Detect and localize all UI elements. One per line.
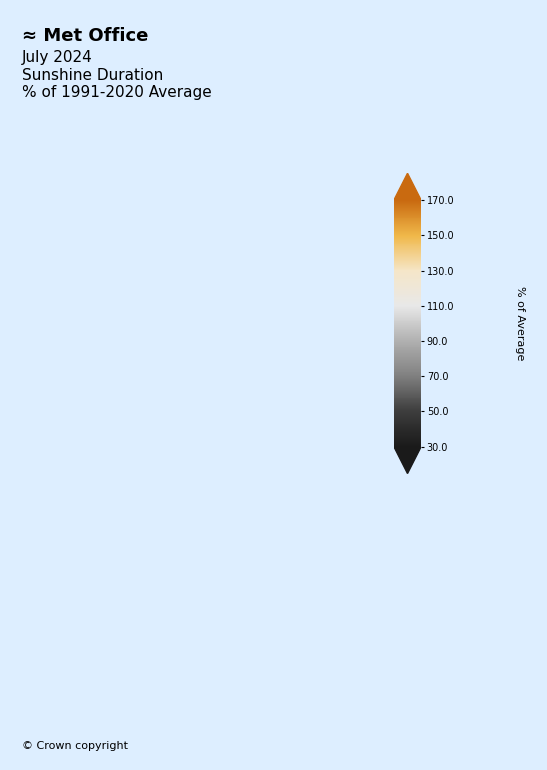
Polygon shape bbox=[394, 447, 421, 474]
Text: % of 1991-2020 Average: % of 1991-2020 Average bbox=[22, 85, 212, 100]
Text: Sunshine Duration: Sunshine Duration bbox=[22, 68, 163, 82]
Text: ≈ Met Office: ≈ Met Office bbox=[22, 27, 148, 45]
Text: July 2024: July 2024 bbox=[22, 50, 92, 65]
Text: © Crown copyright: © Crown copyright bbox=[22, 741, 128, 751]
Text: % of Average: % of Average bbox=[515, 286, 525, 360]
Polygon shape bbox=[394, 173, 421, 200]
